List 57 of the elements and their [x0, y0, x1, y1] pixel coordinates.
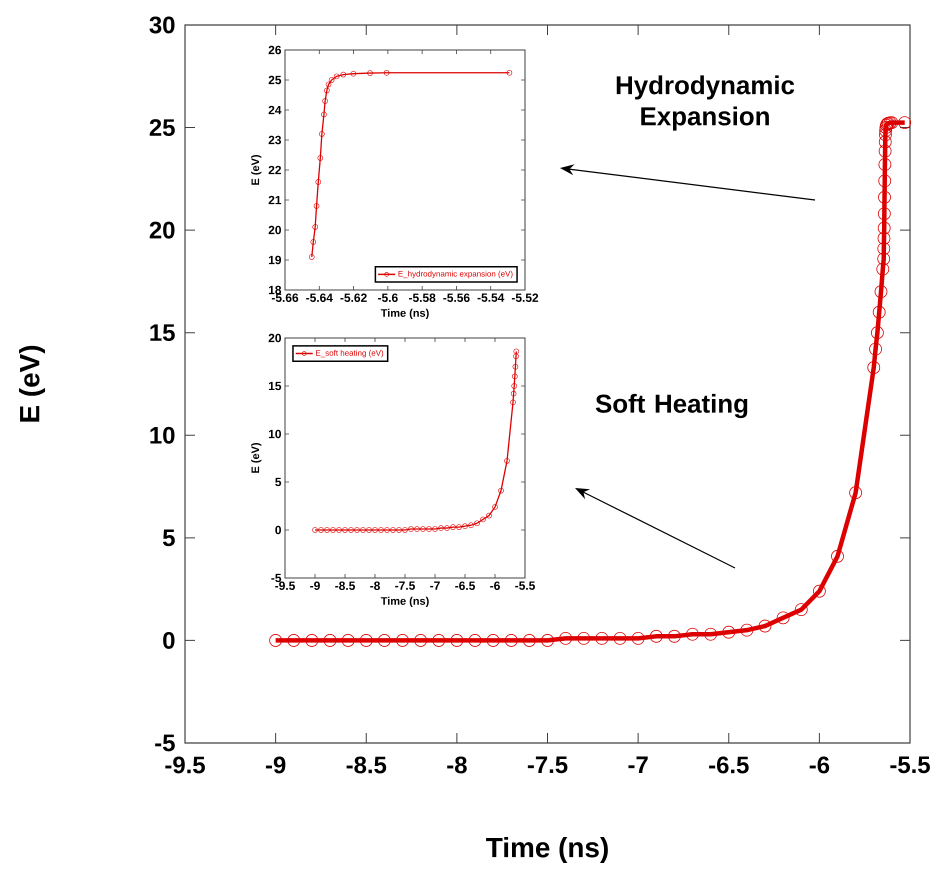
y-tick-label: 20: [268, 226, 281, 234]
y-tick-label: 24: [268, 106, 282, 114]
y-tick-label: 30: [149, 16, 174, 34]
y-tick-label: 15: [268, 382, 282, 390]
annotation: Soft Heating: [596, 394, 748, 418]
x-tick-label: -9: [266, 756, 286, 774]
y-tick-label: 0: [275, 526, 281, 534]
x-tick-label: -6: [810, 756, 830, 774]
x-tick-label: -5.66: [272, 294, 298, 302]
x-tick-label: -6.5: [709, 756, 749, 774]
y-axis-title: E (eV): [251, 155, 262, 185]
y-tick-label: 25: [150, 119, 175, 136]
y-tick-label: 18: [268, 286, 282, 294]
x-tick-label: -7.5: [395, 582, 415, 590]
annotation: Hydrodynamic Expansion: [616, 75, 794, 131]
x-tick-label: -8.5: [335, 582, 355, 590]
y-tick-label: 22: [268, 166, 282, 174]
x-tick-label: -5.64: [306, 294, 333, 302]
x-tick-label: -6.5: [455, 582, 475, 590]
y-tick-label: 20: [150, 222, 174, 239]
x-tick-label: -8: [447, 756, 467, 774]
x-tick-label: -9.5: [275, 582, 295, 590]
x-axis-title: Time (ns): [380, 596, 429, 608]
y-tick-label: 23: [268, 136, 282, 144]
y-tick-label: 19: [268, 256, 282, 264]
y-tick-label: 10: [150, 426, 174, 444]
y-tick-label: 15: [150, 324, 175, 342]
y-tick-label: 25: [268, 76, 282, 84]
y-tick-label: 20: [268, 334, 281, 342]
x-tick-label: -5.62: [340, 294, 367, 302]
x-tick-label: -8.5: [346, 756, 386, 774]
x-tick-label: -5.58: [408, 294, 436, 302]
x-tick-label: -6: [490, 582, 500, 590]
x-tick-label: -8: [370, 582, 380, 590]
y-tick-label: 21: [268, 196, 282, 204]
x-tick-label: -5.6: [378, 294, 398, 302]
y-tick-label: 5: [162, 529, 175, 546]
x-tick-label: -7: [628, 756, 648, 773]
x-tick-label: -5.5: [890, 756, 930, 774]
y-tick-label: 10: [268, 430, 281, 438]
x-tick-label: -5.54: [478, 294, 504, 302]
y-axis-title: E (eV): [251, 443, 262, 473]
x-tick-label: -9: [310, 582, 320, 590]
x-tick-label: -5.5: [515, 582, 535, 590]
y-tick-label: -5: [155, 734, 175, 752]
x-tick-label: -5.52: [512, 294, 538, 302]
x-tick-label: -5.56: [443, 294, 470, 302]
x-tick-label: -7: [430, 582, 440, 590]
y-tick-label: 0: [163, 632, 174, 649]
x-axis-title: Time (ns): [486, 836, 608, 863]
y-axis-title: E (eV): [19, 346, 46, 422]
x-axis-title: Time (ns): [380, 308, 429, 320]
x-tick-label: -7.5: [528, 756, 568, 774]
x-tick-label: -9.5: [165, 756, 205, 774]
y-tick-label: 5: [275, 478, 282, 486]
y-tick-label: -5: [271, 574, 282, 582]
y-tick-label: 26: [268, 46, 282, 54]
